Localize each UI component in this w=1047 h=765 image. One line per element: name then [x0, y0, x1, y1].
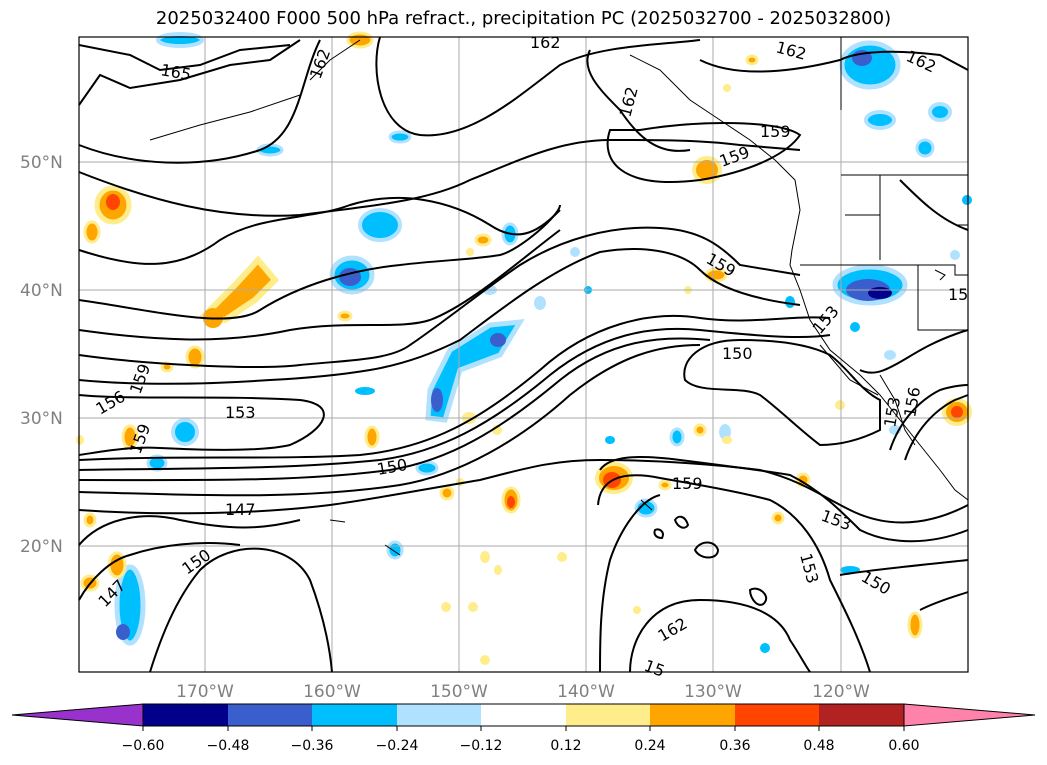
map-title: 2025032400 F000 500 hPa refract., precip… [155, 8, 892, 29]
colorbar-segment [397, 704, 482, 726]
refractivity-contours [78, 36, 969, 673]
colorbar-ticks [142, 726, 905, 731]
colorbar-segment [481, 704, 566, 726]
contour-label: 15 [948, 285, 968, 304]
contour-label: 150 [178, 545, 214, 578]
contour-label: 153 [809, 302, 843, 338]
contour-label: 159 [672, 474, 703, 493]
contour-label: 159 [717, 142, 752, 170]
longitude-labels: 170°W 160°W 150°W 140°W 130°W 120°W [176, 682, 870, 702]
colorbar-tick-label: 0.60 [888, 738, 919, 754]
contour-label: 162 [306, 46, 334, 81]
contour-label: 162 [903, 46, 939, 76]
map-frame [78, 36, 969, 673]
contour-label: 156 [93, 387, 129, 419]
lon-label: 170°W [176, 682, 234, 702]
contour-labels: 165 162 162 162 162 162 159 159 159 153 … [93, 33, 969, 681]
precipitation-patches [76, 31, 972, 665]
colorbar-tick-label: 0.36 [719, 738, 750, 754]
colorbar-tick-label: 0.48 [803, 738, 834, 754]
colorbar-tick-label: 0.24 [634, 738, 665, 754]
colorbar-tick-label: −0.48 [207, 738, 250, 754]
colorbar-extend-low [11, 703, 144, 727]
lon-label: 140°W [557, 682, 615, 702]
colorbar-tick-label: −0.36 [291, 738, 334, 754]
lon-label: 120°W [812, 682, 870, 702]
colorbar-segment [143, 704, 228, 726]
lat-label: 50°N [20, 153, 63, 173]
colorbar-segment [566, 704, 651, 726]
colorbar-segment [819, 704, 904, 726]
colorbar-tick-label: −0.60 [122, 738, 165, 754]
contour-label: 159 [760, 122, 791, 141]
colorbar-tick-label: −0.24 [376, 738, 419, 754]
colorbar: −0.60 −0.48 −0.36 −0.24 −0.12 0.12 0.24 … [11, 703, 1036, 754]
colorbar-segment [312, 704, 397, 726]
contour-label: 162 [655, 614, 691, 646]
contour-label: 165 [159, 60, 192, 84]
colorbar-segment [228, 704, 313, 726]
lat-label: 40°N [20, 281, 63, 301]
contour-label: 153 [225, 403, 256, 422]
lat-label: 20°N [20, 537, 63, 557]
colorbar-outline [142, 703, 905, 727]
contour-label: 150 [722, 344, 753, 363]
lon-label: 150°W [430, 682, 488, 702]
contour-label: 147 [225, 500, 256, 519]
contour-label: 153 [796, 551, 822, 585]
latitude-labels: 50°N 40°N 30°N 20°N [20, 153, 63, 557]
lon-label: 160°W [303, 682, 361, 702]
contour-label: 162 [530, 33, 561, 52]
colorbar-tick-label: −0.12 [460, 738, 503, 754]
contour-label: 159 [126, 361, 154, 396]
contour-label: 150 [375, 455, 408, 479]
colorbar-segment [735, 704, 820, 726]
lat-label: 30°N [20, 409, 63, 429]
colorbar-tick-label: 0.12 [550, 738, 581, 754]
contour-label: 162 [774, 38, 808, 64]
contour-label: 162 [616, 85, 642, 119]
lon-label: 130°W [684, 682, 742, 702]
colorbar-segment [650, 704, 735, 726]
coastlines [149, 37, 969, 556]
colorbar-extend-high [903, 703, 1036, 727]
contour-label: 15 [642, 656, 668, 681]
contour-label: 156 [900, 385, 924, 418]
